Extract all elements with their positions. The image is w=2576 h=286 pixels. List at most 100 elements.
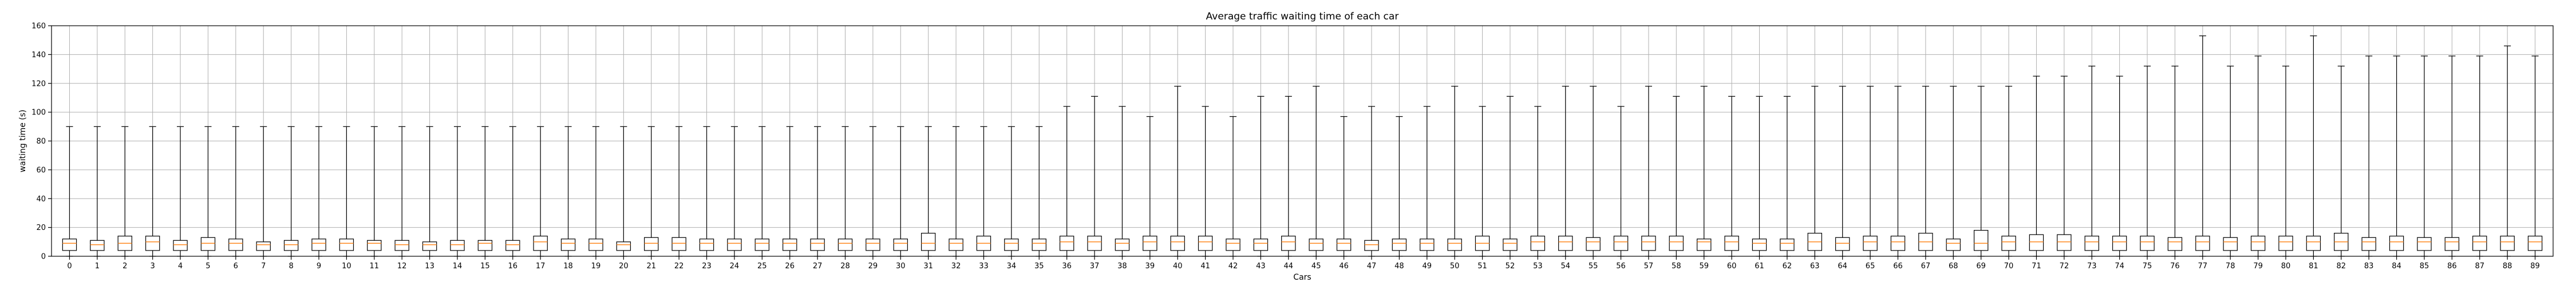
box-iqr [2389,236,2404,251]
box-iqr [283,240,299,251]
box-iqr [1170,236,1185,251]
box-iqr [200,237,216,251]
box-iqr [837,239,853,251]
x-tick-label: 14 [453,262,463,271]
x-tick-label: 53 [1533,262,1543,271]
box-iqr [1613,236,1629,251]
y-tick-label: 100 [31,109,46,117]
box-iqr [2250,236,2266,251]
x-tick-label: 74 [2115,262,2124,271]
box-iqr [339,239,354,251]
box-iqr [2001,236,2016,251]
x-tick-label: 11 [370,262,380,271]
x-tick-label: 10 [342,262,351,271]
x-tick-label: 78 [2226,262,2235,271]
x-tick-label: 19 [591,262,601,271]
y-tick-label: 20 [36,224,46,232]
x-tick-label: 18 [563,262,573,271]
x-tick-label: 62 [1783,262,1792,271]
x-tick-label: 89 [2530,262,2540,271]
x-tick-label: 36 [1062,262,1072,271]
box-iqr [1697,239,1712,251]
x-tick-label: 26 [785,262,795,271]
y-tick-label: 0 [41,253,46,261]
x-tick-label: 82 [2337,262,2346,271]
x-tick-label: 69 [1976,262,1986,271]
x-tick-label: 63 [1810,262,1820,271]
x-tick-label: 24 [730,262,740,271]
box-iqr [1946,239,1961,251]
x-tick-label: 27 [813,262,823,271]
box-iqr [2527,236,2543,251]
x-tick-label: 52 [1506,262,1515,271]
x-tick-label: 81 [2309,262,2318,271]
box-iqr [422,241,437,251]
box-iqr [367,240,382,251]
x-tick-label: 71 [2032,262,2041,271]
box-iqr [1087,236,1102,251]
box-iqr [533,236,548,251]
box-iqr [2029,234,2044,251]
box-iqr [1890,236,1906,251]
box-iqr [1752,239,1767,251]
x-tick-label: 59 [1699,262,1709,271]
x-tick-label: 75 [2143,262,2152,271]
x-tick-label: 29 [868,262,878,271]
x-tick-label: 41 [1200,262,1210,271]
box-iqr [505,240,520,251]
box-iqr [2278,236,2293,251]
x-tick-label: 13 [425,262,434,271]
box-iqr [1364,240,1379,251]
x-tick-label: 20 [619,262,629,271]
x-tick-label: 86 [2447,262,2457,271]
x-tick-label: 55 [1589,262,1598,271]
y-tick-label: 60 [36,166,46,174]
x-tick-label: 73 [2087,262,2097,271]
box-iqr [754,239,770,251]
x-tick-label: 65 [1866,262,1875,271]
boxes [62,35,2543,257]
x-tick-label: 48 [1394,262,1404,271]
box-iqr [2140,236,2155,251]
x-tick-label: 83 [2364,262,2374,271]
x-tick-label: 85 [2420,262,2429,271]
x-tick-label: 61 [1755,262,1764,271]
box-iqr [644,237,659,251]
x-tick-label: 30 [896,262,906,271]
x-tick-label: 66 [1893,262,1903,271]
x-tick-label: 56 [1616,262,1626,271]
box-iqr [1032,239,1046,251]
x-tick-label: 4 [178,262,183,271]
x-tick-label: 7 [261,262,266,271]
x-tick-label: 45 [1311,262,1321,271]
box-iqr [2444,237,2460,251]
x-tick-label: 79 [2253,262,2263,271]
x-tick-label: 16 [508,262,517,271]
x-tick-label: 58 [1672,262,1681,271]
box-iqr [1780,239,1795,251]
x-tick-label: 21 [646,262,656,271]
x-tick-label: 67 [1921,262,1931,271]
y-axis-label: waiting time (s) [18,110,27,173]
box-iqr [920,233,936,251]
box-iqr [173,240,188,251]
box-iqr [949,239,963,251]
x-tick-label: 49 [1423,262,1432,271]
box-iqr [1004,239,1019,251]
box-iqr [727,239,742,251]
x-tick-label: 54 [1560,262,1570,271]
y-tick-label: 40 [36,195,46,204]
box-iqr [1115,239,1130,251]
box-iqr [2223,237,2238,251]
box-iqr [1503,239,1518,251]
x-tick-label: 12 [397,262,407,271]
x-tick-label: 51 [1477,262,1487,271]
x-tick-label: 70 [2004,262,2014,271]
box-iqr [1863,236,1878,251]
chart-title: Average traffic waiting time of each car [1206,11,1399,22]
x-tick-label: 57 [1644,262,1654,271]
box-iqr [1198,236,1213,251]
y-tick-label: 80 [36,137,46,146]
